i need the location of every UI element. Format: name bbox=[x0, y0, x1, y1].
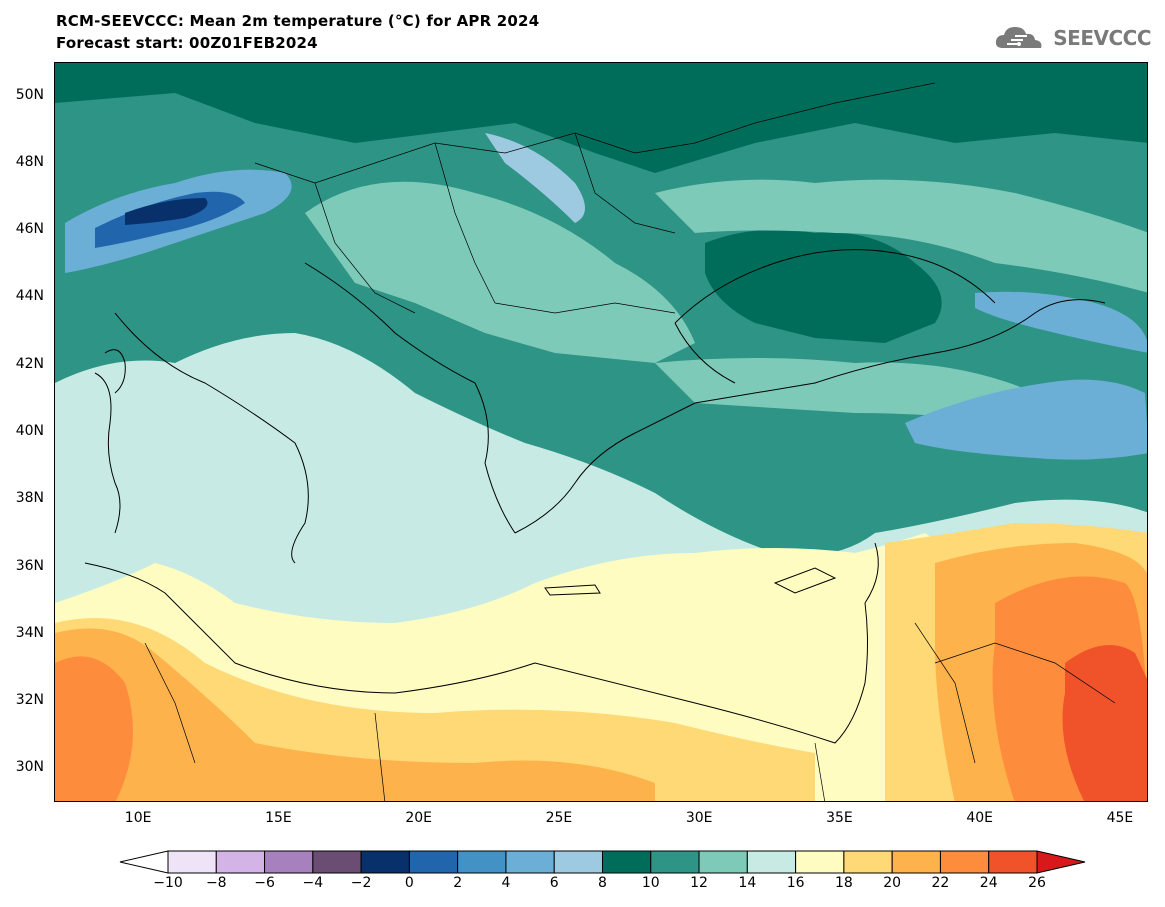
lon-tick-label: 25E bbox=[545, 810, 573, 826]
colorbar-swatch bbox=[264, 850, 314, 874]
field-12-14-anatolia bbox=[655, 358, 1035, 423]
colorbar-swatch bbox=[215, 850, 266, 874]
lon-tick-label: 10E bbox=[124, 810, 152, 826]
colorbar-swatch bbox=[698, 850, 748, 874]
colorbar-tick-label: 24 bbox=[979, 875, 998, 891]
map-canvas bbox=[55, 63, 1147, 801]
colorbar-extend-high bbox=[1036, 850, 1086, 874]
colorbar-tick-label: 26 bbox=[1028, 875, 1046, 891]
colorbar-tick-label: 14 bbox=[738, 875, 757, 891]
lat-tick-label: 40N bbox=[15, 423, 44, 439]
lat-tick-label: 44N bbox=[15, 288, 44, 305]
colorbar-tick-label: 20 bbox=[883, 875, 902, 891]
lon-tick-label: 40E bbox=[966, 810, 994, 826]
colorbar-tick-label: 12 bbox=[690, 875, 708, 891]
field-6-8-carpathians bbox=[485, 133, 585, 223]
field-8-10-pontic bbox=[705, 229, 942, 343]
colorbar-swatch bbox=[843, 850, 893, 874]
field-22-24-libya bbox=[55, 656, 133, 801]
lat-tick-label: 34N bbox=[15, 624, 44, 641]
lon-tick-label: 20E bbox=[405, 810, 432, 826]
lon-tick-label: 35E bbox=[826, 810, 853, 826]
colorbar-swatch bbox=[650, 850, 700, 874]
colorbar-tick-label: −2 bbox=[350, 875, 372, 891]
colorbar-swatch bbox=[602, 850, 652, 874]
lat-tick-label: 30N bbox=[15, 759, 44, 776]
forecast-start-label: Forecast start: 00Z01FEB2024 bbox=[56, 34, 318, 52]
colorbar-swatch bbox=[795, 850, 845, 874]
coastlines bbox=[84, 249, 1106, 744]
colorbar-swatch bbox=[457, 850, 507, 874]
colorbar-tick-label: 4 bbox=[501, 875, 511, 891]
colorbar-swatch bbox=[553, 850, 604, 874]
colorbar-tick-label: −4 bbox=[302, 875, 324, 891]
map-title: RCM-SEEVCCC: Mean 2m temperature (°C) fo… bbox=[56, 12, 540, 30]
colorbar-tick-label: 6 bbox=[549, 875, 559, 891]
colorbar-swatch bbox=[167, 850, 217, 874]
lat-tick-label: 42N bbox=[15, 355, 44, 372]
field-12-14-ukraine bbox=[655, 179, 1147, 293]
field-20-22-africa bbox=[55, 628, 655, 801]
colorbar-tick-label: 2 bbox=[453, 875, 463, 891]
country-borders bbox=[144, 82, 1116, 801]
colorbar-tick-label: 8 bbox=[598, 875, 607, 891]
logo-text: SEEVCCC bbox=[1053, 26, 1151, 50]
colorbar-swatch bbox=[939, 850, 990, 874]
field-12-14-balkans bbox=[305, 181, 695, 363]
colorbar-tick-label: 18 bbox=[834, 875, 853, 891]
colorbar-swatch bbox=[408, 850, 459, 874]
colorbar-tick-label: 22 bbox=[931, 875, 950, 891]
field-neg2-0-alps bbox=[125, 198, 208, 225]
lat-tick-label: 50N bbox=[15, 86, 44, 103]
seevccc-logo: SEEVCCC bbox=[993, 22, 1151, 54]
colorbar-tick-label: −10 bbox=[153, 875, 183, 891]
field-8-10-north bbox=[55, 63, 1147, 173]
colorbar-swatch bbox=[505, 850, 555, 874]
colorbar-tick-label: −8 bbox=[205, 875, 227, 891]
colorbar-tick-label: 0 bbox=[404, 875, 414, 891]
colorbar-tick-label: −6 bbox=[254, 875, 275, 891]
lat-tick-label: 48N bbox=[15, 153, 44, 170]
field-4-6-caucasus bbox=[975, 291, 1147, 353]
cloud-icon bbox=[996, 27, 1042, 48]
colorbar-swatch bbox=[988, 850, 1038, 874]
lon-tick-label: 15E bbox=[265, 810, 292, 826]
colorbar-tick-label: 16 bbox=[786, 875, 805, 891]
field-24-26-iraq bbox=[1062, 645, 1147, 801]
colorbar-tick-label: 10 bbox=[641, 875, 660, 891]
colorbar-swatch bbox=[891, 850, 941, 874]
lat-tick-label: 46N bbox=[15, 221, 44, 238]
lat-tick-label: 36N bbox=[15, 557, 44, 574]
colorbar-swatch bbox=[312, 850, 362, 874]
lon-tick-label: 30E bbox=[685, 810, 713, 826]
colorbar-extend-low bbox=[119, 850, 169, 874]
temperature-map bbox=[54, 62, 1148, 802]
lon-tick-label: 45E bbox=[1106, 810, 1134, 826]
colorbar-swatch bbox=[746, 850, 797, 874]
lat-tick-label: 32N bbox=[15, 692, 44, 709]
field-4-6-eastern-anatolia bbox=[905, 379, 1147, 460]
lat-tick-label: 38N bbox=[15, 490, 44, 507]
colorbar-swatch bbox=[360, 850, 410, 874]
